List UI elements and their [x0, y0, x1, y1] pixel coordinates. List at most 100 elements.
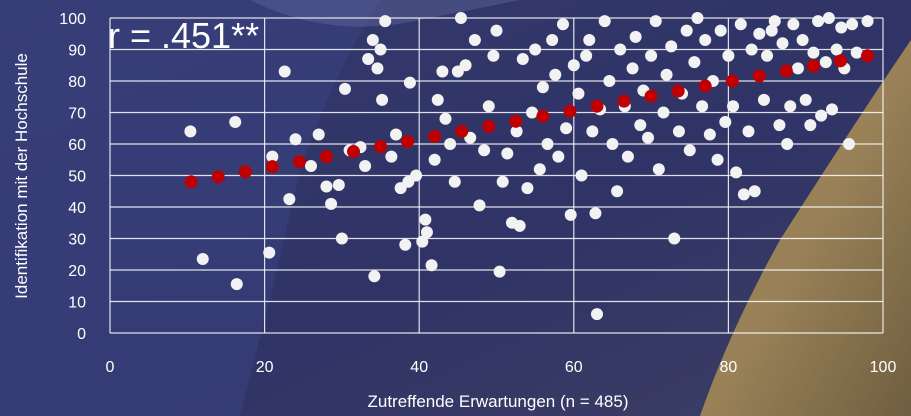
tick-labels: 0 10 20 30 40 50 60 70 80 90 100 0 20 40 60 80 100 — [59, 11, 896, 376]
observation-point — [312, 128, 325, 141]
observation-point — [513, 219, 526, 232]
observation-point — [368, 270, 381, 283]
trend-point — [779, 64, 793, 78]
trend-point — [725, 74, 739, 88]
observation-point — [359, 160, 372, 173]
observation-point — [541, 138, 554, 150]
observation-point — [436, 65, 449, 78]
observation-point — [846, 18, 859, 31]
y-tick-label: 30 — [68, 232, 86, 249]
observation-point — [459, 59, 472, 72]
observation-point — [526, 106, 539, 119]
observation-point — [516, 52, 529, 65]
observation-point — [420, 226, 433, 239]
y-tick-label: 20 — [68, 263, 86, 280]
observation-point — [753, 27, 766, 40]
observation-point — [703, 128, 716, 141]
trend-point — [806, 59, 820, 73]
observation-point — [688, 56, 701, 69]
observation-point — [325, 197, 338, 210]
observation-point — [657, 106, 670, 119]
trend-point — [482, 119, 496, 133]
observation-point — [431, 93, 444, 106]
trend-point — [238, 165, 252, 179]
trend-point — [590, 99, 604, 113]
observation-point — [804, 119, 817, 132]
observation-point — [586, 125, 599, 138]
observation-point — [482, 100, 495, 113]
observation-point — [575, 169, 588, 182]
observation-point — [338, 82, 351, 95]
observation-point — [621, 150, 634, 163]
observation-point — [649, 15, 662, 28]
observation-point — [842, 138, 855, 150]
observation-point — [572, 87, 585, 100]
trend-point — [292, 155, 306, 169]
observation-point — [374, 43, 387, 56]
observation-point — [439, 112, 452, 125]
observation-point — [283, 193, 296, 206]
y-tick-label: 0 — [77, 326, 86, 343]
observation-point — [390, 128, 403, 141]
observation-point — [603, 75, 616, 87]
observation-point — [583, 34, 596, 47]
y-axis-title: Identifikation mit der Hochschule — [12, 53, 31, 299]
observation-point — [196, 252, 209, 265]
observation-point — [660, 68, 673, 81]
trend-point — [861, 49, 875, 63]
y-tick-label: 50 — [68, 169, 86, 186]
observation-point — [468, 34, 481, 47]
trend-point — [374, 140, 388, 154]
y-tick-label: 10 — [68, 295, 86, 312]
trend-point — [644, 89, 658, 103]
observation-point — [642, 131, 655, 144]
observation-point — [410, 169, 423, 182]
trend-point — [671, 84, 685, 98]
observation-point — [567, 59, 580, 72]
observation-point — [629, 30, 642, 43]
observation-point — [714, 24, 727, 37]
observation-point — [493, 265, 506, 278]
observation-point — [696, 100, 709, 113]
observation-point — [580, 49, 593, 62]
observation-point — [533, 163, 546, 176]
observation-point — [304, 160, 317, 173]
observation-point — [289, 133, 302, 146]
observation-point — [425, 259, 438, 272]
observation-point — [722, 49, 735, 62]
observation-point — [765, 24, 778, 37]
observation-point — [634, 119, 647, 132]
observation-point — [742, 125, 755, 138]
observation-point — [552, 150, 565, 163]
observation-point — [734, 18, 747, 31]
observation-point — [796, 34, 809, 47]
observation-point — [490, 24, 503, 37]
x-tick-label: 80 — [720, 359, 738, 376]
observation-point — [549, 68, 562, 81]
observation-point — [611, 185, 624, 198]
observation-point — [745, 43, 758, 56]
observation-point — [448, 175, 461, 188]
observation-point — [812, 15, 825, 28]
observation-point — [699, 34, 712, 47]
observation-point — [266, 150, 279, 163]
observation-point — [399, 238, 412, 251]
x-tick-label: 100 — [870, 359, 897, 376]
observation-point — [787, 18, 800, 31]
observation-point — [263, 246, 276, 259]
observation-point — [861, 15, 874, 28]
trend-point — [401, 134, 415, 148]
observation-point — [614, 43, 627, 56]
observation-point — [626, 62, 639, 75]
observation-point — [487, 49, 500, 62]
observation-point — [454, 12, 467, 24]
observation-point — [371, 62, 384, 75]
observation-point — [680, 24, 693, 37]
observation-point — [184, 125, 197, 138]
observation-point — [791, 62, 804, 75]
observation-point — [379, 15, 392, 28]
x-tick-label: 20 — [256, 359, 274, 376]
observation-point — [606, 138, 619, 150]
observation-point — [819, 56, 832, 69]
